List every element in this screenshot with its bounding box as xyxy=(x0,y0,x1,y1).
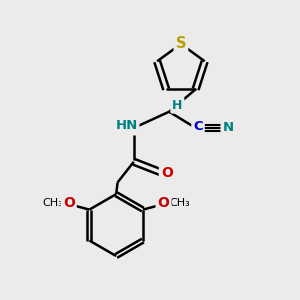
Text: N: N xyxy=(223,122,234,134)
Text: HN: HN xyxy=(115,119,138,132)
Text: CH₃: CH₃ xyxy=(43,198,63,208)
Text: O: O xyxy=(158,196,169,210)
Text: O: O xyxy=(63,196,75,210)
Text: O: O xyxy=(161,166,173,180)
Text: S: S xyxy=(176,37,186,52)
Text: H: H xyxy=(172,99,183,112)
Text: C: C xyxy=(193,120,203,133)
Text: CH₃: CH₃ xyxy=(169,198,190,208)
